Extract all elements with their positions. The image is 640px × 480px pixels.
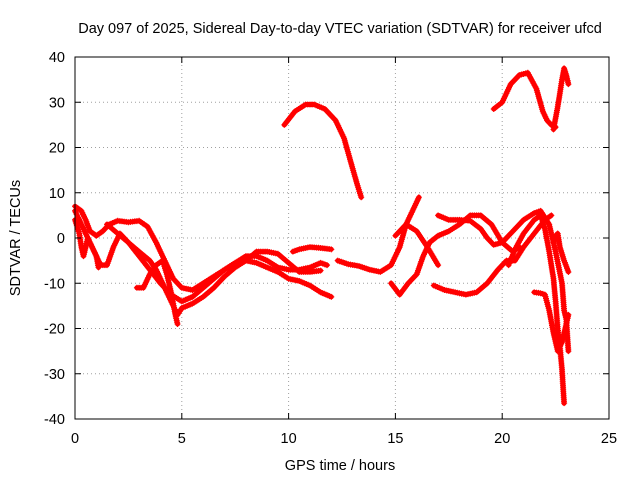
chart-title: Day 097 of 2025, Sidereal Day-to-day VTE…	[78, 21, 602, 37]
series-markers	[490, 69, 559, 131]
x-tick-label: 25	[601, 431, 617, 447]
x-tick-label: 20	[494, 431, 510, 447]
y-tick-label: 0	[57, 231, 65, 247]
x-tick-label: 15	[387, 431, 403, 447]
series-markers	[289, 244, 335, 255]
x-tick-label: 5	[178, 431, 186, 447]
x-tick-label: 10	[281, 431, 297, 447]
series-arc-17	[550, 230, 572, 275]
series-markers	[392, 221, 442, 269]
series-arc-15	[505, 212, 568, 407]
y-tick-label: 20	[49, 141, 65, 157]
series-markers	[550, 65, 572, 133]
series-arc-7	[281, 101, 365, 201]
series-arc-6	[289, 244, 335, 255]
y-tick-label: -40	[44, 412, 65, 428]
y-tick-label: 40	[49, 50, 65, 66]
series-arc-5	[133, 257, 181, 327]
y-tick-label: -30	[44, 367, 65, 383]
series-markers	[550, 230, 572, 275]
y-axis-ticks: -40 -30 -20 -10 0 10 20 30 40	[44, 50, 609, 428]
series-arc-13	[490, 69, 559, 131]
series-arc-11	[430, 212, 555, 298]
y-tick-label: -10	[44, 276, 65, 292]
y-axis-label: SDTVAR / TECUs	[8, 180, 24, 296]
series-markers	[531, 289, 572, 355]
series-markers	[281, 101, 365, 201]
series-arc-16	[531, 289, 572, 355]
series-line	[281, 102, 364, 200]
x-tick-label: 0	[71, 431, 79, 447]
series-arc-12	[435, 207, 572, 355]
series-line	[335, 194, 422, 275]
x-axis-label: GPS time / hours	[285, 458, 395, 474]
y-tick-label: 30	[49, 95, 65, 111]
series-markers	[430, 212, 555, 298]
y-tick-label: -20	[44, 322, 65, 338]
data-series	[72, 65, 572, 407]
series-markers	[133, 257, 181, 327]
series-markers	[334, 194, 422, 275]
series-arc-8	[334, 194, 422, 275]
series-arc-9	[388, 212, 523, 298]
series-arc-10	[392, 221, 442, 269]
series-arc-14	[550, 65, 572, 133]
y-tick-label: 10	[49, 186, 65, 202]
x-axis-ticks: 0 5 10 15 20 25	[71, 57, 617, 447]
